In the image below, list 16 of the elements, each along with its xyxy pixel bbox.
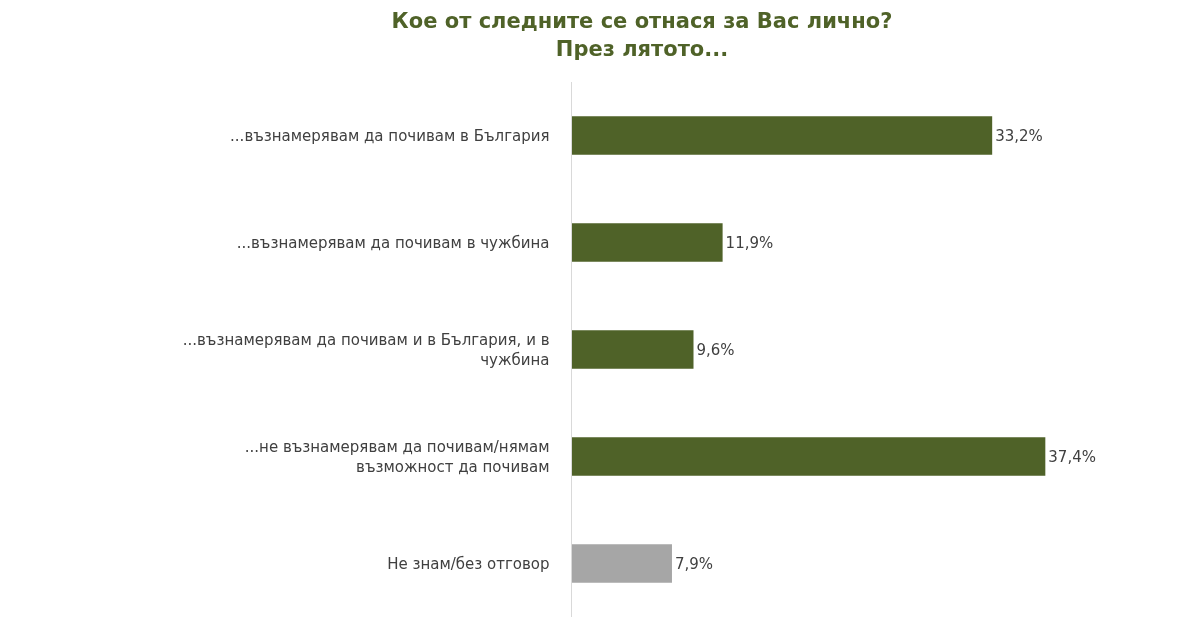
data-label: 33,2% <box>995 126 1043 145</box>
data-label: 7,9% <box>674 554 714 573</box>
chart-title: Кое от следните се отнася за Вас лично? През лятото... <box>391 9 893 61</box>
data-label: 11,9% <box>725 233 774 252</box>
bar <box>572 116 993 155</box>
y-tick-label: ...възнамерявам да почивам в чужбина <box>236 233 550 252</box>
bar <box>572 223 723 262</box>
bar <box>572 330 694 369</box>
bar <box>572 544 672 583</box>
y-tick-label: ...възнамерявам да почивам в България <box>230 126 550 145</box>
y-tick-label: ...не възнамерявам да почивам/нямам възможност да почивам <box>244 438 550 476</box>
y-tick-label: ...възнамерявам да почивам и в България, и в чужбина <box>182 331 550 369</box>
y-tick-label: Не знам/без отговор <box>387 554 550 573</box>
bar <box>572 437 1046 476</box>
data-label: 37,4% <box>1048 447 1096 466</box>
data-label: 9,6% <box>696 340 735 359</box>
